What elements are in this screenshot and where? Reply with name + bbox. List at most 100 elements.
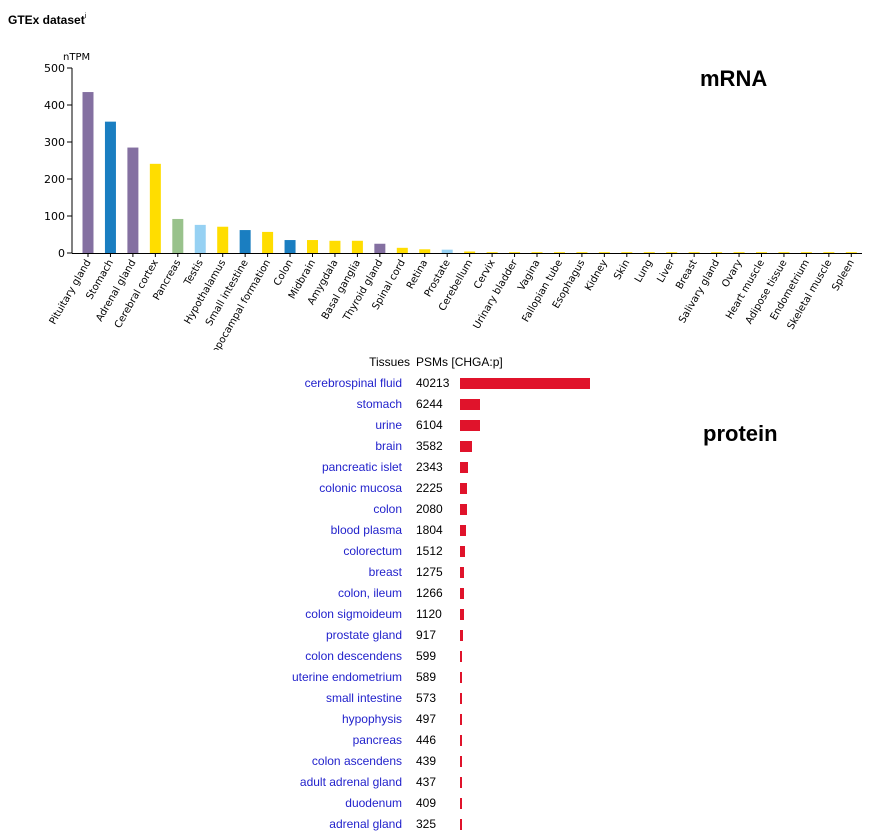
psm-value: 573 [416,691,437,705]
bar-hippocampal-formation[interactable] [262,231,274,253]
table-row: cerebrospinal fluid 40213 [260,373,600,394]
tissue-link[interactable]: duodenum [345,796,402,810]
psm-bar-cell [460,520,600,541]
bar-salivary-gland[interactable] [711,252,723,253]
psm-bar-cell [460,709,600,730]
bar-pituitary-gland[interactable] [82,92,94,253]
psm-value: 589 [416,670,437,684]
psm-bar-cell [460,625,600,646]
tissue-link[interactable]: pancreas [352,733,402,747]
tissue-link[interactable]: colon [373,502,402,516]
table-row: hypophysis 497 [260,709,600,730]
bar-colon[interactable] [284,240,296,253]
bar-thyroid-gland[interactable] [374,243,386,253]
psm-value: 439 [416,754,437,768]
tissue-link[interactable]: small intestine [325,691,402,705]
tissue-link[interactable]: cerebrospinal fluid [304,376,402,390]
bar-hypothalamus[interactable] [217,226,229,253]
tissues-header: Tissues [369,355,410,369]
bar-skin[interactable] [621,252,633,253]
protein-label: protein [703,421,778,446]
psm-value: 1804 [416,523,443,537]
bar-esophagus[interactable] [576,252,588,253]
bar-midbrain[interactable] [307,240,318,253]
bar-prostate[interactable] [441,249,453,253]
bar-breast[interactable] [688,252,700,253]
bar-cervix[interactable] [486,252,498,253]
psm-bar-cell [460,646,600,667]
bar-liver[interactable] [666,252,678,253]
bar-ovary[interactable] [733,252,745,253]
tissue-link[interactable]: brain [375,439,402,453]
tissue-link[interactable]: adult adrenal gland [299,775,402,789]
bar-spleen[interactable] [845,252,857,253]
tissue-link[interactable]: colorectum [343,544,402,558]
tissue-link[interactable]: colon ascendens [311,754,402,768]
tissue-link[interactable]: uterine endometrium [291,670,402,684]
psm-bar [460,735,462,747]
psm-value: 917 [416,628,437,642]
mrna-label: mRNA [700,66,768,91]
bar-basal-ganglia[interactable] [351,240,363,253]
tissue-link[interactable]: colon descendens [305,649,402,663]
bar-adipose-tissue[interactable] [778,252,790,253]
table-row: pancreas 446 [260,730,600,751]
tissue-link[interactable]: colon, ileum [337,586,402,600]
y-tick-label: 500 [44,62,65,75]
bar-pancreas[interactable] [172,218,184,253]
table-row: colon descendens 599 [260,646,600,667]
psm-value: 599 [416,649,437,663]
bar-amygdala[interactable] [329,240,341,253]
bar-stomach[interactable] [104,121,116,254]
psm-value: 409 [416,796,437,810]
bar-lung[interactable] [643,252,655,253]
psm-bar [460,420,480,432]
tissue-link[interactable]: colonic mucosa [319,481,402,495]
tissue-link[interactable]: hypophysis [341,712,402,726]
protein-psm-table: Tissues PSMs [CHGA:p] cerebrospinal flui… [260,352,600,835]
psm-bar [460,378,590,390]
psm-bar [460,504,467,516]
bar-kidney[interactable] [598,252,610,253]
x-tick-label: Spleen [830,258,857,293]
table-row: pancreatic islet 2343 [260,457,600,478]
x-tick-label: Liver [656,257,678,285]
bar-heart-muscle[interactable] [756,252,767,253]
tissue-link[interactable]: breast [368,565,402,579]
bar-adrenal-gland[interactable] [127,147,139,253]
tissue-link[interactable]: pancreatic islet [321,460,402,474]
tissue-link[interactable]: urine [375,418,402,432]
table-row: urine 6104 [260,415,600,436]
bar-spinal-cord[interactable] [396,247,408,253]
psm-bar [460,798,462,810]
bar-cerebral-cortex[interactable] [149,163,161,253]
bar-fallopian-tube[interactable] [553,252,565,253]
bar-retina[interactable] [419,249,431,253]
bar-vagina[interactable] [531,252,543,253]
y-tick-label: 0 [58,247,65,260]
tissue-link[interactable]: colon sigmoideum [305,607,402,621]
psm-value: 1266 [416,586,443,600]
tissue-link[interactable]: blood plasma [330,523,402,537]
psm-value: 497 [416,712,437,726]
info-icon[interactable]: i [84,13,87,20]
table-row: colon 2080 [260,499,600,520]
bar-endometrium[interactable] [800,252,812,253]
tissue-link[interactable]: adrenal gland [329,817,402,831]
bar-cerebellum[interactable] [464,251,476,253]
psm-value: 40213 [416,376,450,390]
x-tick-label: Lung [633,258,655,285]
psm-bar [460,546,465,558]
table-row: prostate gland 917 [260,625,600,646]
tissue-link[interactable]: stomach [356,397,402,411]
bar-urinary-bladder[interactable] [509,252,521,253]
tissue-link[interactable]: prostate gland [325,628,402,642]
bar-small-intestine[interactable] [239,230,251,253]
table-row: blood plasma 1804 [260,520,600,541]
bar-skeletal-muscle[interactable] [823,252,835,253]
psm-value: 325 [416,817,437,831]
psm-value: 446 [416,733,437,747]
psm-bar [460,567,465,579]
bar-testis[interactable] [194,224,206,253]
